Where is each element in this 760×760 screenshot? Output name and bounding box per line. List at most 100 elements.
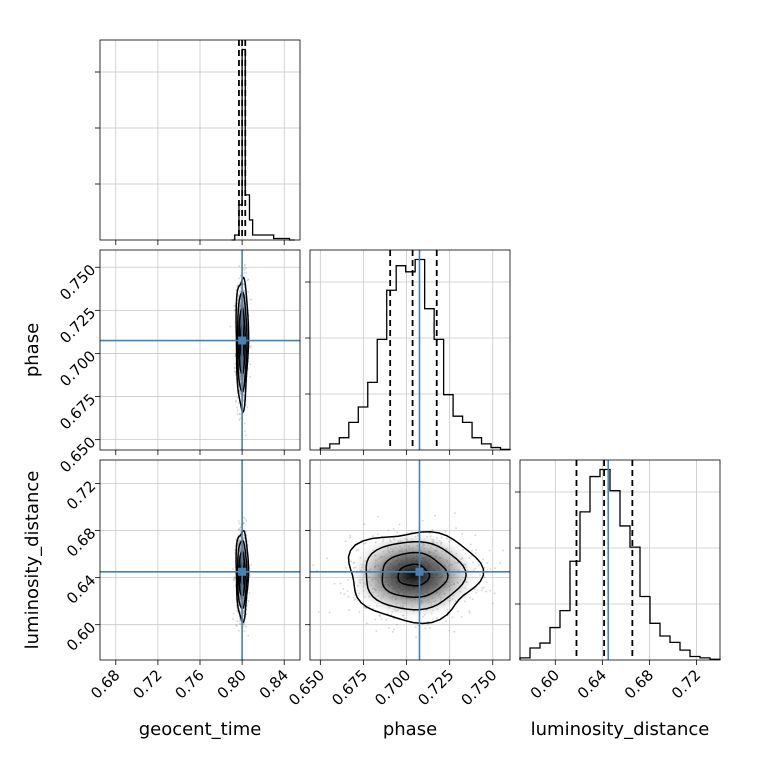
scatter-point xyxy=(377,515,379,518)
scatter-point xyxy=(234,308,236,311)
scatter-point xyxy=(364,542,367,544)
scatter-point xyxy=(445,620,448,623)
scatter-point xyxy=(342,588,345,590)
scatter-point xyxy=(499,561,502,564)
scatter-point xyxy=(431,528,434,531)
scatter-point xyxy=(385,619,388,621)
scatter-point xyxy=(245,520,248,522)
scatter-point xyxy=(243,430,246,433)
contour-line xyxy=(381,551,449,599)
scatter-point xyxy=(240,461,242,463)
scatter-point xyxy=(233,576,236,578)
scatter-point xyxy=(392,628,395,631)
scatter-point xyxy=(350,560,353,563)
scatter-point xyxy=(238,622,241,625)
scatter-point xyxy=(344,566,347,569)
scatter-point xyxy=(475,591,478,594)
scatter-point xyxy=(460,615,463,618)
scatter-point xyxy=(237,629,240,632)
scatter-point xyxy=(235,606,238,609)
scatter-point xyxy=(249,575,252,577)
scatter-point xyxy=(237,402,240,404)
x-tick-label-luminosity_distance: 0.72 xyxy=(668,666,704,702)
histogram-step-phase xyxy=(319,258,511,451)
scatter-point xyxy=(395,623,398,626)
scatter-point xyxy=(457,610,459,613)
y-tick-label-luminosity_distance: 0.72 xyxy=(63,477,99,513)
scatter-point xyxy=(346,590,349,592)
scatter-point xyxy=(248,591,251,594)
scatter-point xyxy=(486,561,489,564)
scatter-point xyxy=(249,298,252,301)
scatter-point xyxy=(375,630,378,633)
scatter-point xyxy=(352,596,355,599)
contour-line xyxy=(236,539,248,610)
scatter-point xyxy=(444,530,447,533)
scatter-point xyxy=(374,618,377,621)
truth-marker xyxy=(238,567,247,576)
x-axis-label-phase: phase xyxy=(383,719,437,740)
scatter-point xyxy=(469,543,472,546)
scatter-point xyxy=(236,406,238,409)
scatter-point xyxy=(231,618,234,621)
scatter-point xyxy=(453,512,456,514)
scatter-point xyxy=(247,291,249,293)
scatter-point xyxy=(474,534,477,537)
scatter-point xyxy=(398,523,401,526)
scatter-point xyxy=(236,413,239,415)
scatter-point xyxy=(494,567,497,570)
scatter-point xyxy=(236,609,238,612)
scatter-point xyxy=(485,581,488,584)
scatter-point xyxy=(245,534,248,537)
scatter-point xyxy=(392,527,395,530)
scatter-point xyxy=(243,623,245,626)
scatter-point xyxy=(387,529,390,532)
scatter-point xyxy=(428,532,431,535)
scatter-point xyxy=(349,536,351,539)
y-tick-label-luminosity_distance: 0.64 xyxy=(63,571,99,607)
scatter-point xyxy=(234,370,237,373)
scatter-point xyxy=(376,533,379,535)
scatter-point xyxy=(246,599,249,602)
scatter-point xyxy=(470,554,473,557)
scatter-point xyxy=(246,233,248,235)
scatter-point xyxy=(242,625,245,628)
scatter-point xyxy=(239,526,242,529)
panel-frame xyxy=(309,249,511,451)
scatter-point xyxy=(424,627,427,630)
panel-frame xyxy=(309,459,511,661)
scatter-point xyxy=(238,522,241,525)
scatter-point xyxy=(365,622,368,625)
scatter-point xyxy=(363,606,366,609)
scatter-point xyxy=(347,596,350,598)
scatter-point xyxy=(326,557,329,560)
scatter-point xyxy=(357,549,360,552)
scatter-point xyxy=(236,284,239,287)
scatter-point xyxy=(363,542,366,545)
scatter-point xyxy=(243,622,245,625)
scatter-panel-geocent_time-phase xyxy=(99,233,301,463)
scatter-point xyxy=(317,610,320,613)
scatter-point xyxy=(349,534,352,537)
scatter-point xyxy=(235,400,237,403)
scatter-point xyxy=(391,630,394,633)
scatter-point xyxy=(453,630,455,633)
scatter-point xyxy=(482,558,485,561)
scatter-point xyxy=(244,518,247,520)
scatter-point xyxy=(238,528,240,530)
scatter-point xyxy=(235,399,237,402)
y-axis-label-luminosity-distance: luminosity_distance xyxy=(22,471,43,650)
scatter-point xyxy=(238,419,241,422)
scatter-point xyxy=(249,363,252,366)
scatter-point xyxy=(239,413,241,415)
scatter-point xyxy=(312,564,314,567)
scatter-point xyxy=(426,623,429,626)
scatter-point xyxy=(238,413,241,416)
scatter-point xyxy=(489,568,492,571)
y-tick-label-phase: 0.700 xyxy=(56,347,99,390)
scatter-point xyxy=(468,610,471,612)
scatter-point xyxy=(379,615,381,617)
scatter-point xyxy=(451,616,454,619)
scatter-point xyxy=(404,617,406,620)
scatter-point xyxy=(245,434,247,437)
